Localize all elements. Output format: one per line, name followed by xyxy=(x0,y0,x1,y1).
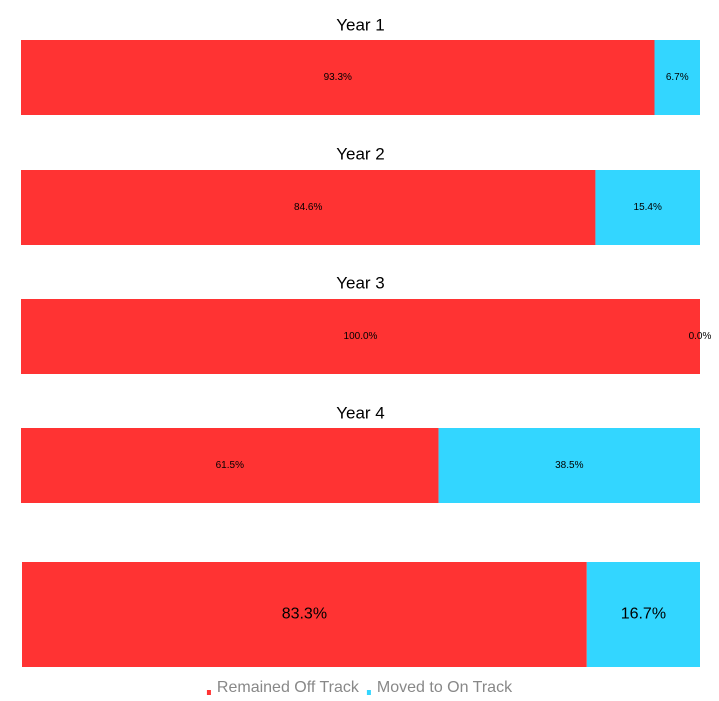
data-label: 93.3% xyxy=(324,72,352,83)
bar-segment-moved xyxy=(595,170,700,245)
legend-label: Remained Off Track xyxy=(217,679,360,696)
data-label: 61.5% xyxy=(216,460,244,471)
legend-swatch xyxy=(206,690,211,695)
legend-item-moved: Moved to On Track xyxy=(366,679,513,696)
legend: Remained Off Track Moved to On Track xyxy=(206,679,513,696)
data-label: 0.0% xyxy=(689,331,712,342)
bar-segment-moved xyxy=(654,40,700,115)
chart-title: Year 3 xyxy=(336,273,385,292)
chart-panel-2: Year 2 84.6% 15.4% xyxy=(21,144,700,245)
legend-label: Moved to On Track xyxy=(377,679,513,696)
chart-title: Year 1 xyxy=(336,15,385,34)
bar-segment-moved xyxy=(586,562,700,667)
bar-segment-moved xyxy=(438,428,700,503)
data-label: 6.7% xyxy=(666,72,689,83)
bar-segment-remained xyxy=(21,299,700,374)
chart-panel-5: 83.3% 16.7% xyxy=(22,562,700,667)
bar-segment-remained xyxy=(22,562,587,667)
data-label: 84.6% xyxy=(294,202,322,213)
bar-segment-remained xyxy=(21,170,596,245)
legend-swatch xyxy=(366,690,371,695)
chart-title: Year 4 xyxy=(336,403,385,422)
data-label: 83.3% xyxy=(282,606,327,623)
chart-panel-1: Year 1 93.3% 6.7% xyxy=(21,15,700,115)
legend-item-remained: Remained Off Track xyxy=(206,679,360,696)
chart-title: Year 2 xyxy=(336,144,385,163)
bar-segment-remained xyxy=(21,40,655,115)
bar-segment-remained xyxy=(21,428,439,503)
data-label: 16.7% xyxy=(621,606,666,623)
data-label: 15.4% xyxy=(634,202,662,213)
chart-panel-3: Year 3 100.0% 0.0% xyxy=(21,273,712,374)
data-label: 100.0% xyxy=(344,331,378,342)
chart-panel-4: Year 4 61.5% 38.5% xyxy=(21,403,700,503)
data-label: 38.5% xyxy=(555,460,583,471)
